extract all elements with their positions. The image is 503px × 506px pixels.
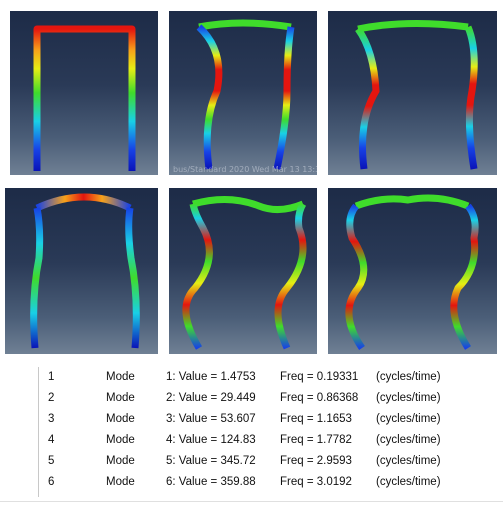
mode-freq: Freq = 2.9593 xyxy=(280,455,352,467)
timestamp: bus/Standard 2020 Wed Mar 13 13:35:33 xyxy=(173,165,317,174)
mode-shape-panel-4 xyxy=(5,188,158,354)
mode-3-frame xyxy=(355,19,478,170)
mode-freq: Freq = 3.0192 xyxy=(280,476,352,488)
mode-label: Mode xyxy=(106,413,135,425)
mode-shape-panel-5 xyxy=(169,188,317,354)
mode-6-frame xyxy=(345,194,479,350)
mode-index: 6 xyxy=(48,476,55,488)
mode-4-frame xyxy=(30,193,140,349)
mode-freq: Freq = 0.86368 xyxy=(280,392,359,404)
table-divider xyxy=(38,367,39,497)
mode-unit: (cycles/time) xyxy=(376,392,441,404)
mode-index: 4 xyxy=(48,434,55,446)
mode-index: 5 xyxy=(48,455,55,467)
mode-value: 1: Value = 1.4753 xyxy=(166,371,256,383)
mode-shape-panel-1 xyxy=(10,11,158,175)
mode-shape-panel-2: bus/Standard 2020 Wed Mar 13 13:35:33 xyxy=(169,11,317,175)
mode-value: 6: Value = 359.88 xyxy=(166,476,256,488)
mode-unit: (cycles/time) xyxy=(376,413,441,425)
mode-freq: Freq = 1.1653 xyxy=(280,413,352,425)
mode-shape-panel-6 xyxy=(328,188,497,354)
mode-5-frame xyxy=(182,195,307,350)
mode-freq: Freq = 0.19331 xyxy=(280,371,359,383)
mode-index: 3 xyxy=(48,413,55,425)
mode-1-frame xyxy=(33,25,136,171)
mode-unit: (cycles/time) xyxy=(376,455,441,467)
mode-unit: (cycles/time) xyxy=(376,434,441,446)
mode-label: Mode xyxy=(106,434,135,446)
mode-label: Mode xyxy=(106,455,135,467)
mode-index: 2 xyxy=(48,392,55,404)
mode-unit: (cycles/time) xyxy=(376,371,441,383)
mode-label: Mode xyxy=(106,371,135,383)
mode-label: Mode xyxy=(106,392,135,404)
mode-value: 4: Value = 124.83 xyxy=(166,434,256,446)
mode-unit: (cycles/time) xyxy=(376,476,441,488)
mode-value: 2: Value = 29.449 xyxy=(166,392,256,404)
divider xyxy=(0,501,503,502)
mode-value: 3: Value = 53.607 xyxy=(166,413,256,425)
mode-freq: Freq = 1.7782 xyxy=(280,434,352,446)
mode-shape-panel-3 xyxy=(328,11,497,175)
mode-2-frame xyxy=(196,19,295,170)
mode-index: 1 xyxy=(48,371,55,383)
mode-label: Mode xyxy=(106,476,135,488)
mode-value: 5: Value = 345.72 xyxy=(166,455,256,467)
